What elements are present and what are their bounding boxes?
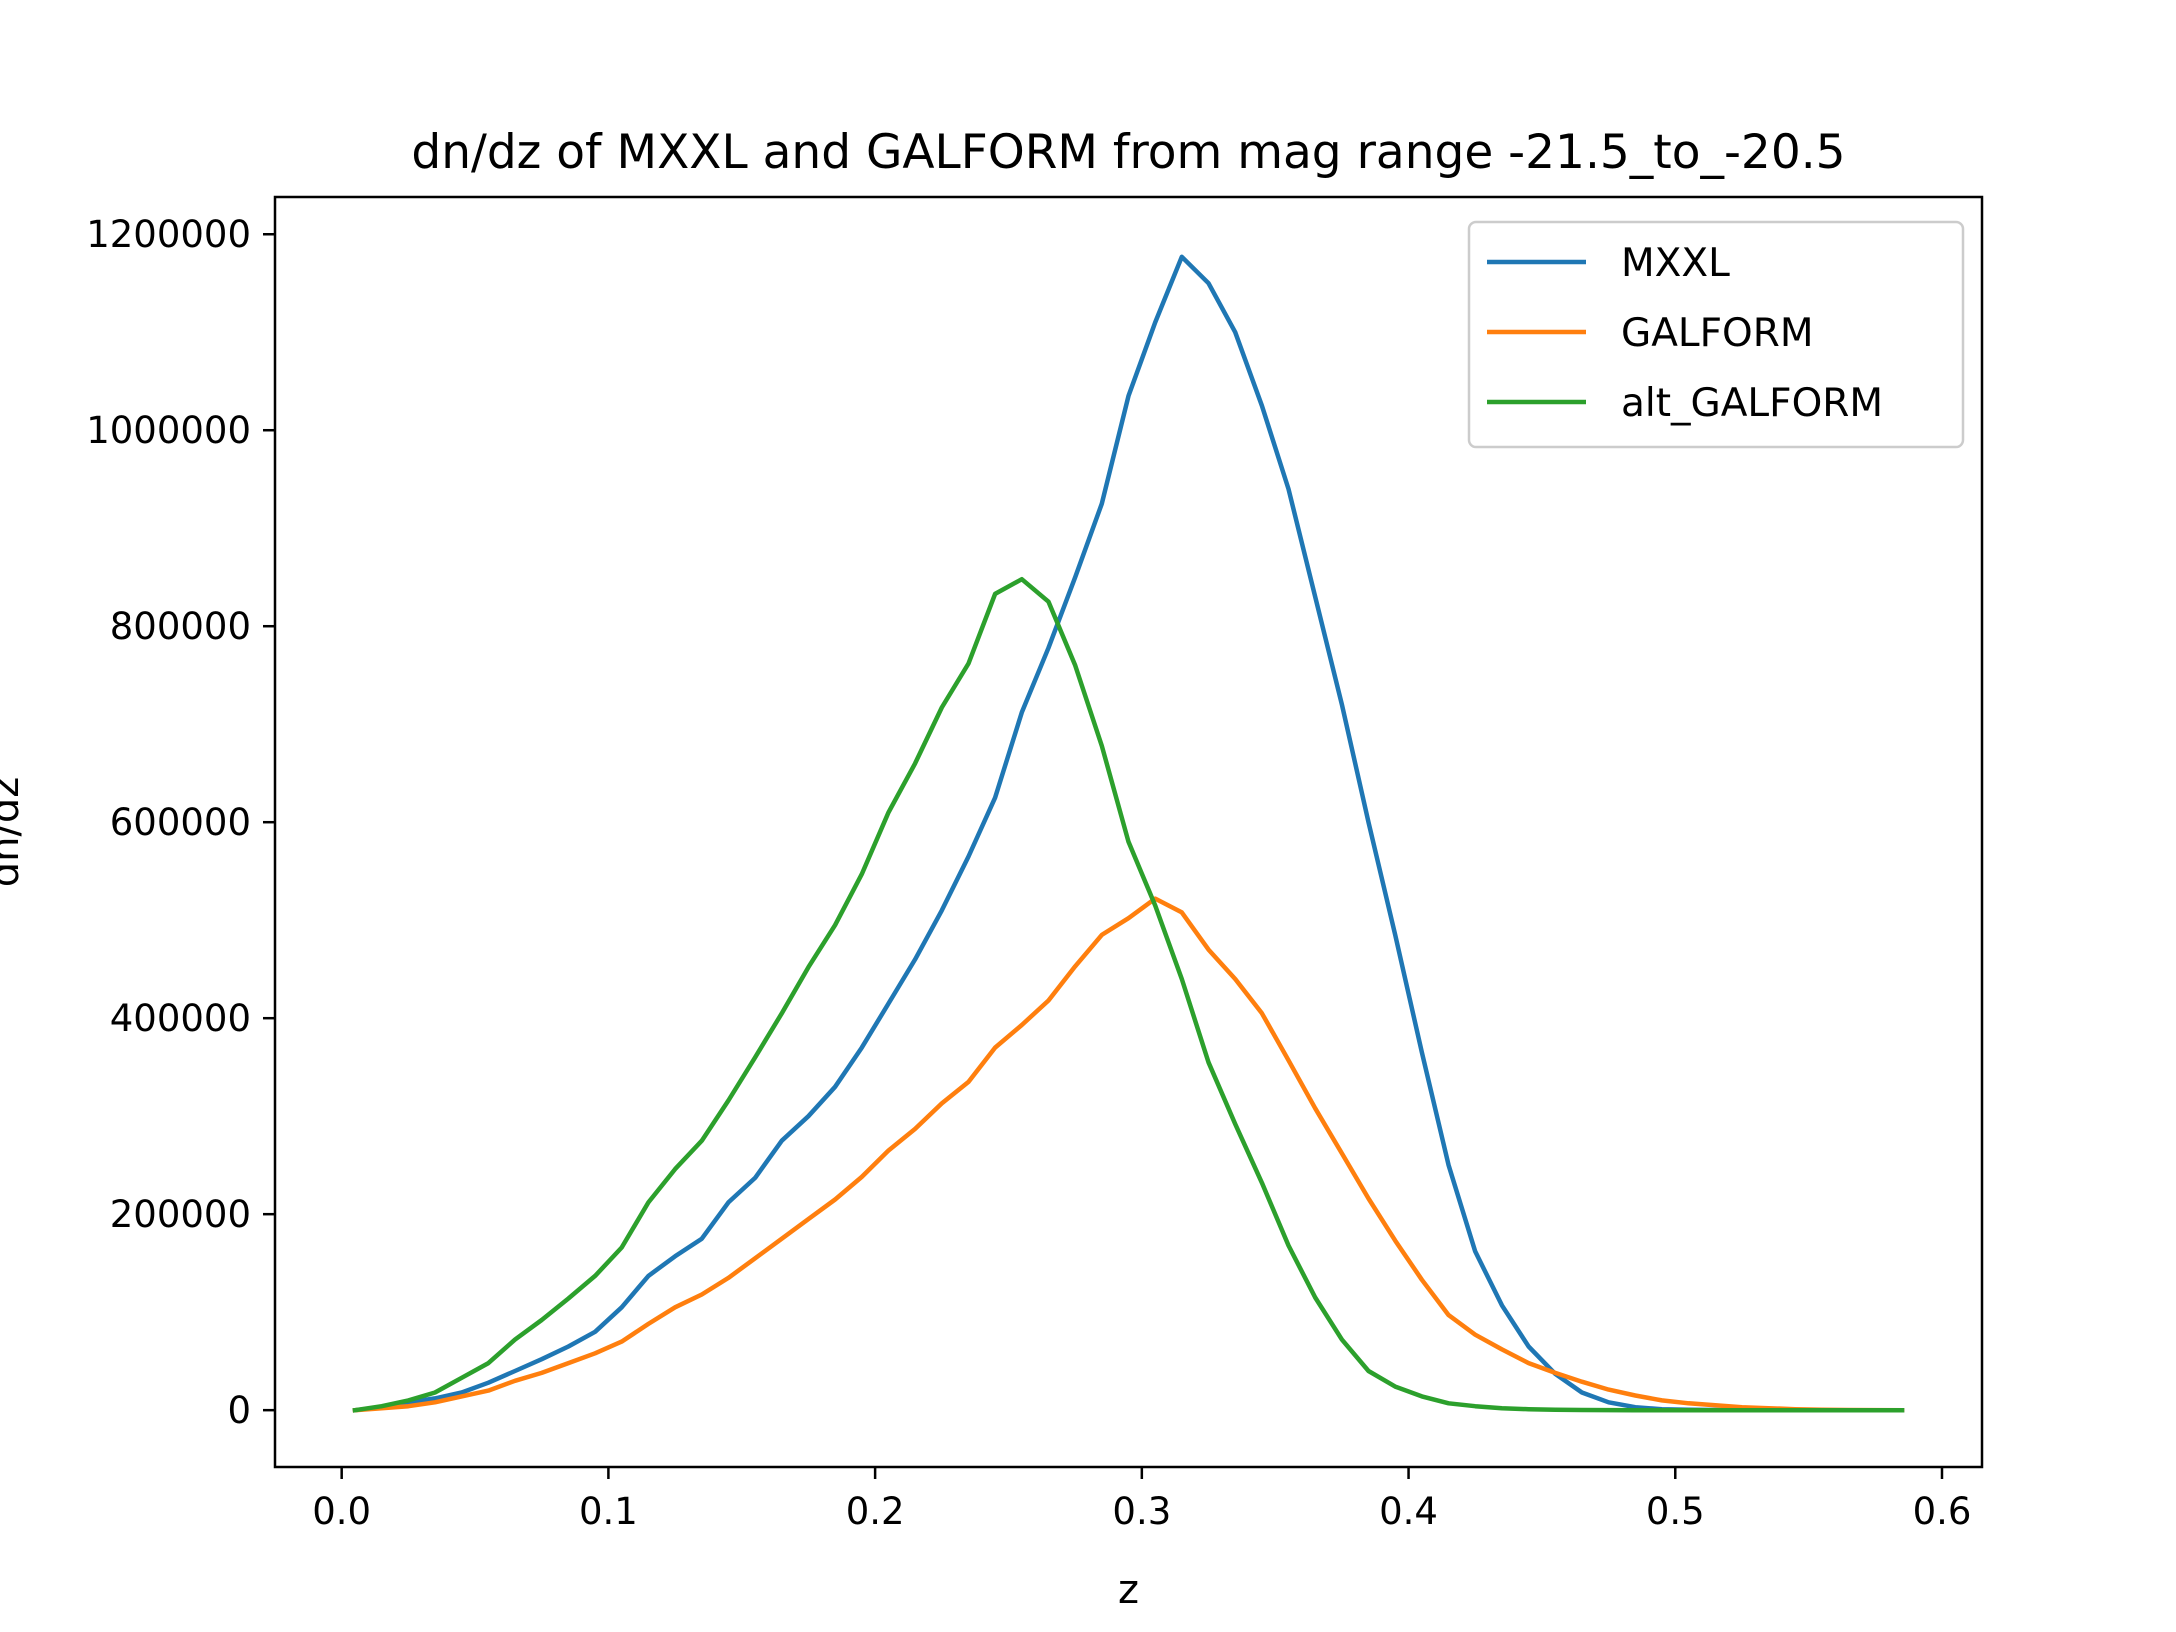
plot-frame [273,195,1984,1469]
y-tick-label: 800000 [110,605,251,648]
x-tick-label: 0.4 [1379,1490,1438,1533]
legend-label: alt_GALFORM [1621,381,1883,426]
y-tick-label: 200000 [110,1193,251,1236]
series-line-galform [352,896,1905,1413]
y-tick-label: 400000 [110,997,251,1040]
chart-title: dn/dz of MXXL and GALFORM from mag range… [411,125,1845,180]
x-tick-label: 0.3 [1112,1490,1171,1533]
x-axis-label: z [1118,1567,1139,1613]
legend: MXXL GALFORM alt_GALFORM [1467,220,1965,449]
y-tick-label: 1000000 [86,409,251,452]
y-tick-label: 1200000 [86,213,251,256]
y-axis: 0 200000 400000 600000 800000 1000000 1200000 [86,213,275,1432]
x-tick-label: 0.5 [1646,1490,1705,1533]
y-tick-label: 600000 [110,801,251,844]
legend-label: GALFORM [1621,311,1814,356]
legend-box [1467,220,1965,449]
y-tick-label: 0 [227,1389,251,1432]
x-tick-label: 0.1 [579,1490,638,1533]
series-line-mxxl [352,254,1905,1413]
x-tick-label: 0.6 [1913,1490,1972,1533]
legend-label: MXXL [1621,241,1730,286]
x-axis: 0.0 0.1 0.2 0.3 0.4 0.5 0.6 [312,1467,1971,1533]
x-tick-label: 0.2 [846,1490,905,1533]
y-axis-label: dn/dz [0,777,28,888]
series-line-alt-galform [352,576,1905,1413]
x-tick-label: 0.0 [312,1490,371,1533]
series-layer [352,254,1905,1413]
